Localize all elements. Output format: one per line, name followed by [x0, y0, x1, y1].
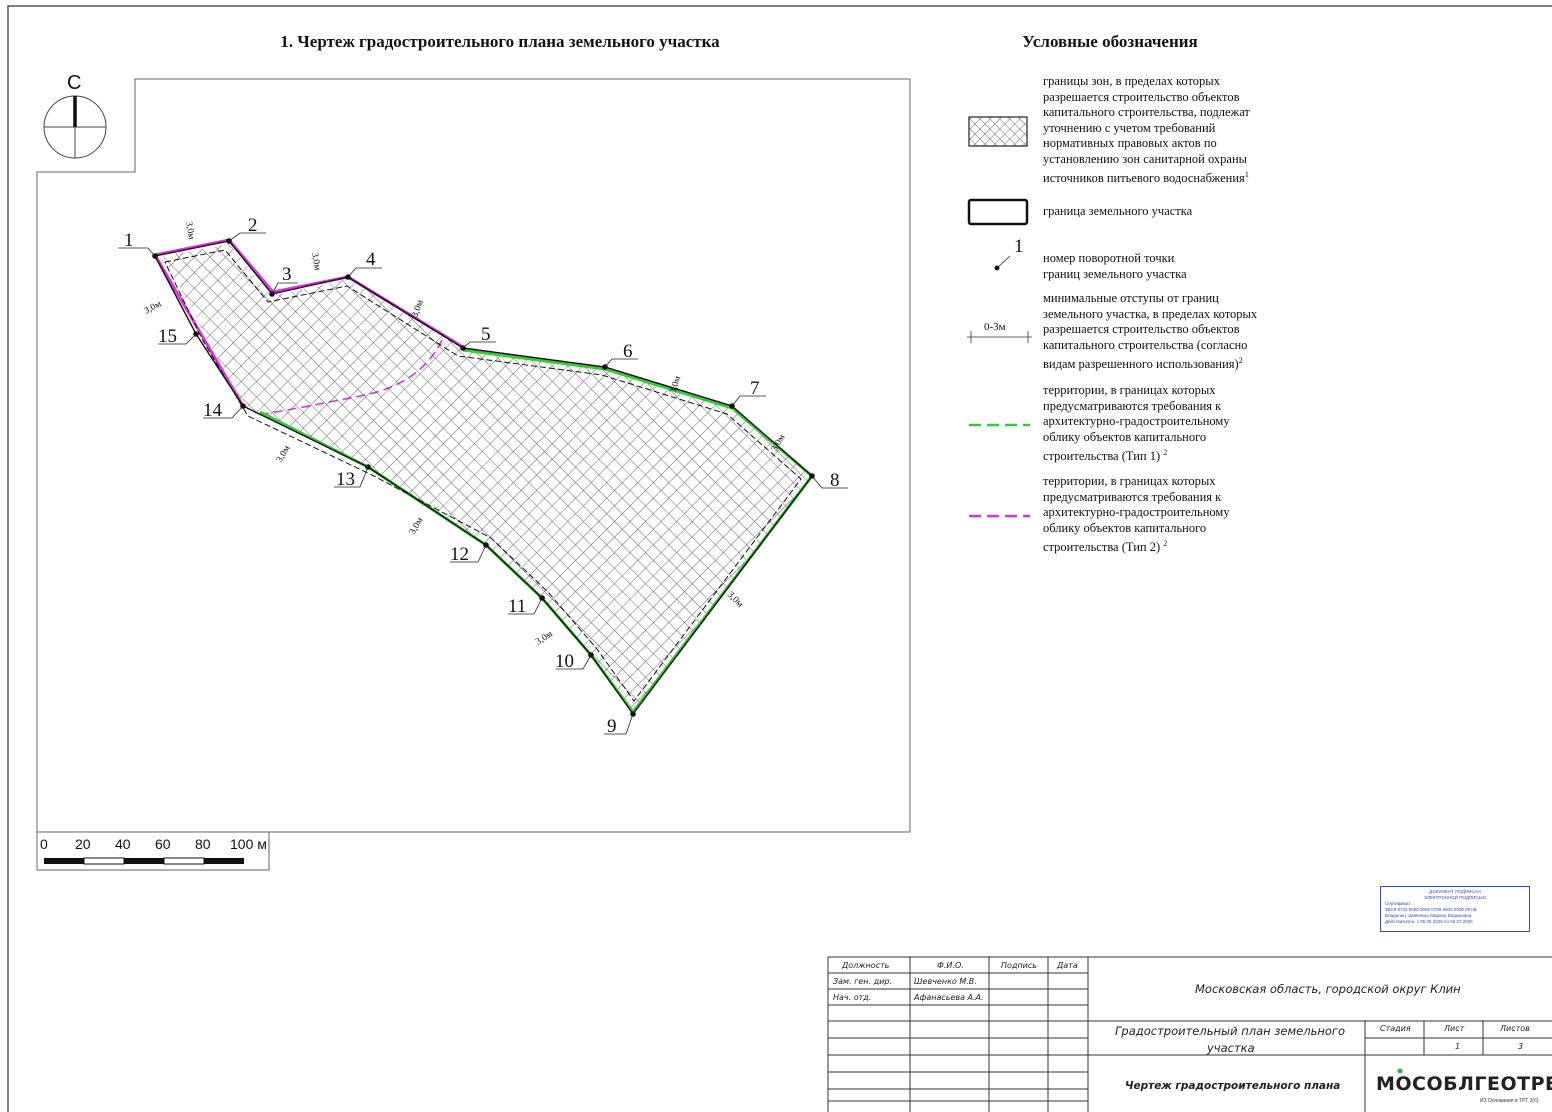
setback-label: 3,0м [410, 299, 426, 319]
point-number: 11 [508, 596, 526, 617]
tb-row-name: Шевченко М.В. [914, 977, 977, 986]
point-number: 10 [555, 651, 574, 672]
plot-boundary [154, 240, 813, 716]
legend-boundary-symbol [967, 198, 1029, 226]
tb-stage-header: Стадия [1380, 1024, 1411, 1033]
title-block-grid [827, 956, 1552, 1112]
point-number: 13 [336, 469, 355, 490]
tb-drawing-name: Чертеж градостроительного плана [1125, 1080, 1341, 1092]
e-signature-stamp: ДОКУМЕНТ ПОДПИСАН ЭЛЕКТРОННОЙ ПОДПИСЬЮ С… [1380, 886, 1530, 932]
point-number: 8 [830, 470, 840, 491]
setback-label: 3,0м [534, 629, 554, 647]
north-letter: С [67, 72, 82, 94]
company-subtitle: ИЗ Основания в ТРТ 3(6) [1480, 1098, 1539, 1104]
scale-tick: 0 [40, 836, 48, 852]
point-number: 6 [623, 341, 633, 362]
legend-setback-symbol [967, 331, 1032, 343]
setback-label: 3,0м [143, 299, 163, 316]
setback-label: 3,0м [770, 433, 788, 453]
setback-label: 3,0м [408, 516, 426, 536]
scale-tick: 60 [155, 836, 171, 852]
map-title: 1. Чертеж градостроительного плана земел… [280, 32, 720, 51]
point-number: 15 [158, 326, 177, 347]
tb-document-line1: Градостроительный план земельного [1115, 1024, 1345, 1038]
point-number: 2 [248, 215, 258, 236]
tb-document-line2: участка [1207, 1041, 1255, 1055]
point-number: 7 [750, 378, 760, 399]
point-number: 4 [366, 249, 376, 270]
scale-tick: 20 [75, 836, 91, 852]
tb-location: Московская область, городской округ Клин [1195, 982, 1461, 996]
company-logo: МОСОБЛГЕОТРЕСТ [1376, 1073, 1552, 1095]
legend-setback-label: 0-3м [984, 321, 1006, 333]
setback-label: 3,0м [275, 444, 293, 464]
tb-row-name: Афанасьева А.А. [914, 993, 984, 1002]
tb-sheet-header: Лист [1444, 1024, 1465, 1033]
scale-tick: 100 м [230, 836, 267, 852]
legend-item-sanitary-zone: границы зон, в пределах которых разрешае… [1043, 74, 1250, 186]
legend-point-symbol [994, 255, 1011, 271]
setback-label: 3,0м [183, 221, 196, 240]
tb-row-position: Зам. ген. дир. [833, 977, 892, 986]
legend-item-plot-boundary: граница земельного участка [1043, 204, 1193, 218]
sheet-frame [7, 5, 1552, 1112]
point-number-labels: 1 2 3 4 5 6 7 8 9 10 11 12 13 14 15 [124, 215, 840, 737]
point-number: 9 [607, 716, 617, 737]
scale-bar [36, 831, 270, 871]
point-number: 12 [450, 544, 469, 565]
legend-title: Условные обозначения [1022, 32, 1198, 51]
tb-sheet-number: 1 [1455, 1042, 1461, 1051]
tb-sheets-header: Листов [1500, 1024, 1530, 1033]
setback-line [164, 249, 802, 702]
scale-tick: 40 [115, 836, 131, 852]
tb-sheets-count: 3 [1518, 1042, 1524, 1051]
setback-label: 3,0м [309, 252, 322, 271]
point-number: 1 [124, 230, 134, 251]
legend-item-turning-point: номер поворотной точки границ земельного… [1043, 251, 1187, 281]
point-number: 5 [481, 324, 491, 345]
scale-tick: 80 [195, 836, 211, 852]
legend-item-type2: территории, в границах которых предусмат… [1043, 474, 1230, 555]
north-arrow-icon [43, 95, 107, 159]
setback-label: 3,0м [725, 590, 745, 610]
tb-row-position: Нач. отд. [833, 993, 872, 1002]
point-leaders [118, 232, 848, 735]
logo-dot-icon [1397, 1068, 1403, 1074]
legend-item-setback: минимальные отступы от границ земельного… [1043, 291, 1258, 372]
tb-header-position: Должность [842, 961, 890, 970]
tb-header-signature: Подпись [1001, 961, 1037, 970]
point-number: 3 [282, 264, 292, 285]
tb-header-name: Ф.И.О. [937, 961, 964, 970]
point-number: 14 [203, 400, 223, 421]
legend-point-number: 1 [1014, 236, 1024, 257]
legend-item-type1: территории, в границах которых предусмат… [1043, 383, 1230, 464]
tb-header-date: Дата [1057, 961, 1078, 970]
legend-hatch-symbol [968, 116, 1028, 147]
